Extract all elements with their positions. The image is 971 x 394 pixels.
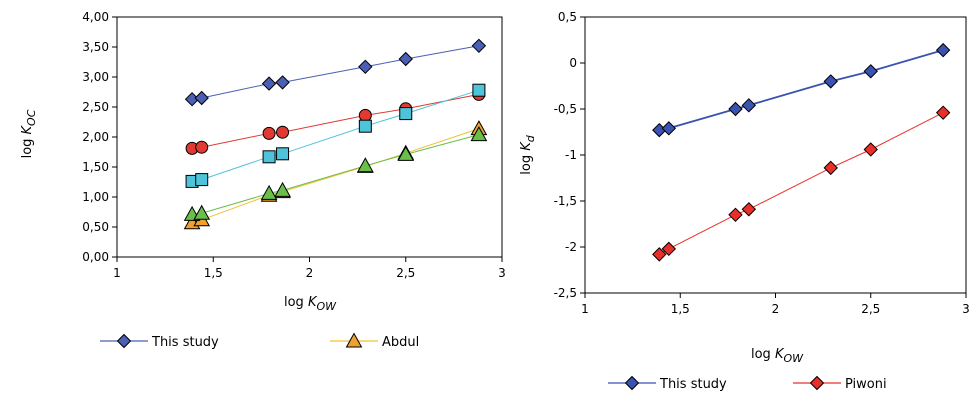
series-1-point	[471, 38, 487, 54]
x-axis-title: log KOW	[284, 295, 337, 313]
plot-area	[584, 16, 967, 294]
legend-item: This study	[608, 375, 727, 392]
y-tick-label: 0,5	[558, 10, 577, 24]
series-5-point	[274, 181, 291, 197]
series-2-point	[195, 140, 209, 154]
y-tick-label: 3,50	[82, 40, 109, 54]
x-tick-label: 1,5	[671, 302, 690, 316]
y-tick-label: 0	[569, 56, 577, 70]
x-tick-label: 3	[498, 266, 506, 280]
series-1-point	[823, 74, 838, 89]
y-tick-label: 2,50	[82, 100, 109, 114]
series-line-5	[192, 134, 480, 215]
series-2-point	[935, 105, 951, 120]
series-line-2	[659, 112, 944, 255]
series-1-point	[261, 76, 277, 91]
series-1-point	[728, 101, 743, 117]
series-1-point	[741, 98, 757, 113]
y-tick-label: 1,00	[82, 190, 109, 204]
series-1-point	[935, 42, 951, 58]
x-tick-label: 3	[962, 302, 970, 316]
series-2-point	[823, 160, 838, 176]
y-tick-label: 3,00	[82, 70, 109, 84]
series-1-point	[661, 121, 677, 136]
series-2-point	[358, 108, 372, 122]
series-1-point	[398, 51, 413, 67]
series-line-4	[191, 128, 480, 224]
series-1-point	[863, 64, 878, 79]
series-3-point	[195, 173, 209, 187]
series-line-3	[192, 89, 480, 182]
series-5-point	[397, 145, 415, 161]
series-2-point	[741, 202, 757, 217]
series-2-point	[276, 125, 290, 139]
y-tick-label: -0,5	[554, 102, 577, 116]
x-axis-title: log KOW	[751, 347, 804, 365]
x-tick-label: 2	[306, 266, 314, 280]
series-line-1	[659, 49, 944, 132]
x-tick-label: 1,5	[204, 266, 223, 280]
legend-label: Piwoni	[845, 377, 887, 392]
legend-label: Abdul	[382, 335, 419, 350]
series-5-point	[260, 184, 278, 200]
series-1-point	[358, 59, 373, 75]
series-2-point	[728, 207, 743, 223]
series-2-point	[863, 142, 878, 157]
y-tick-label: 1,50	[82, 160, 109, 174]
legend-marker	[116, 333, 132, 349]
series-2-point	[652, 247, 667, 262]
y-tick-label: -1,5	[554, 194, 577, 208]
y-tick-label: -2	[565, 240, 577, 254]
chart-1: 0,00 0,50 1,00 1,50 2,00 2,50 3,00 3,50 4,00 1 1,5…	[20, 10, 506, 350]
legend-item: Piwoni	[793, 375, 887, 392]
legend-item: Abdul	[330, 332, 419, 350]
legend-marker	[345, 332, 363, 348]
series-1-point	[275, 75, 290, 90]
series-line-2	[192, 93, 479, 149]
y-tick-label: 4,00	[82, 10, 109, 24]
x-tick-label: 1	[581, 302, 589, 316]
series-1-point	[194, 90, 209, 106]
y-axis-title: log KOC	[20, 109, 38, 158]
y-axis-title: log Kd	[519, 134, 537, 174]
legend-marker	[624, 375, 640, 391]
y-tick-label: -2,5	[554, 286, 577, 300]
x-tick-label: 1	[113, 266, 121, 280]
x-tick-label: 2	[772, 302, 780, 316]
series-3-point	[276, 147, 290, 161]
y-tick-label: -1	[565, 148, 577, 162]
plot-area	[116, 16, 503, 258]
series-line-1	[192, 45, 479, 100]
legend-label: This study	[659, 377, 727, 392]
x-tick-label: 2,5	[861, 302, 880, 316]
series-3-point	[472, 83, 486, 97]
series-5-point	[470, 126, 488, 142]
legend-label: This study	[151, 335, 219, 350]
series-3-point	[358, 119, 372, 133]
series-2-point	[262, 126, 276, 140]
series-3-point	[399, 107, 413, 121]
y-tick-label: 0,50	[82, 220, 109, 234]
series-5-point	[356, 157, 374, 173]
x-tick-label: 2,5	[396, 266, 415, 280]
series-5-point	[193, 204, 211, 220]
y-tick-label: 2,00	[82, 130, 109, 144]
legend-marker	[809, 375, 825, 391]
legend-item: This study	[100, 333, 219, 350]
chart-2: -2,5 -2 -1,5 -1 -0,5 0 0,5 1 1,5 2 2,5 3 log KOW log …	[519, 10, 970, 392]
y-tick-label: 0,00	[82, 250, 109, 264]
series-2-point	[661, 241, 677, 257]
series-3-point	[262, 150, 276, 164]
